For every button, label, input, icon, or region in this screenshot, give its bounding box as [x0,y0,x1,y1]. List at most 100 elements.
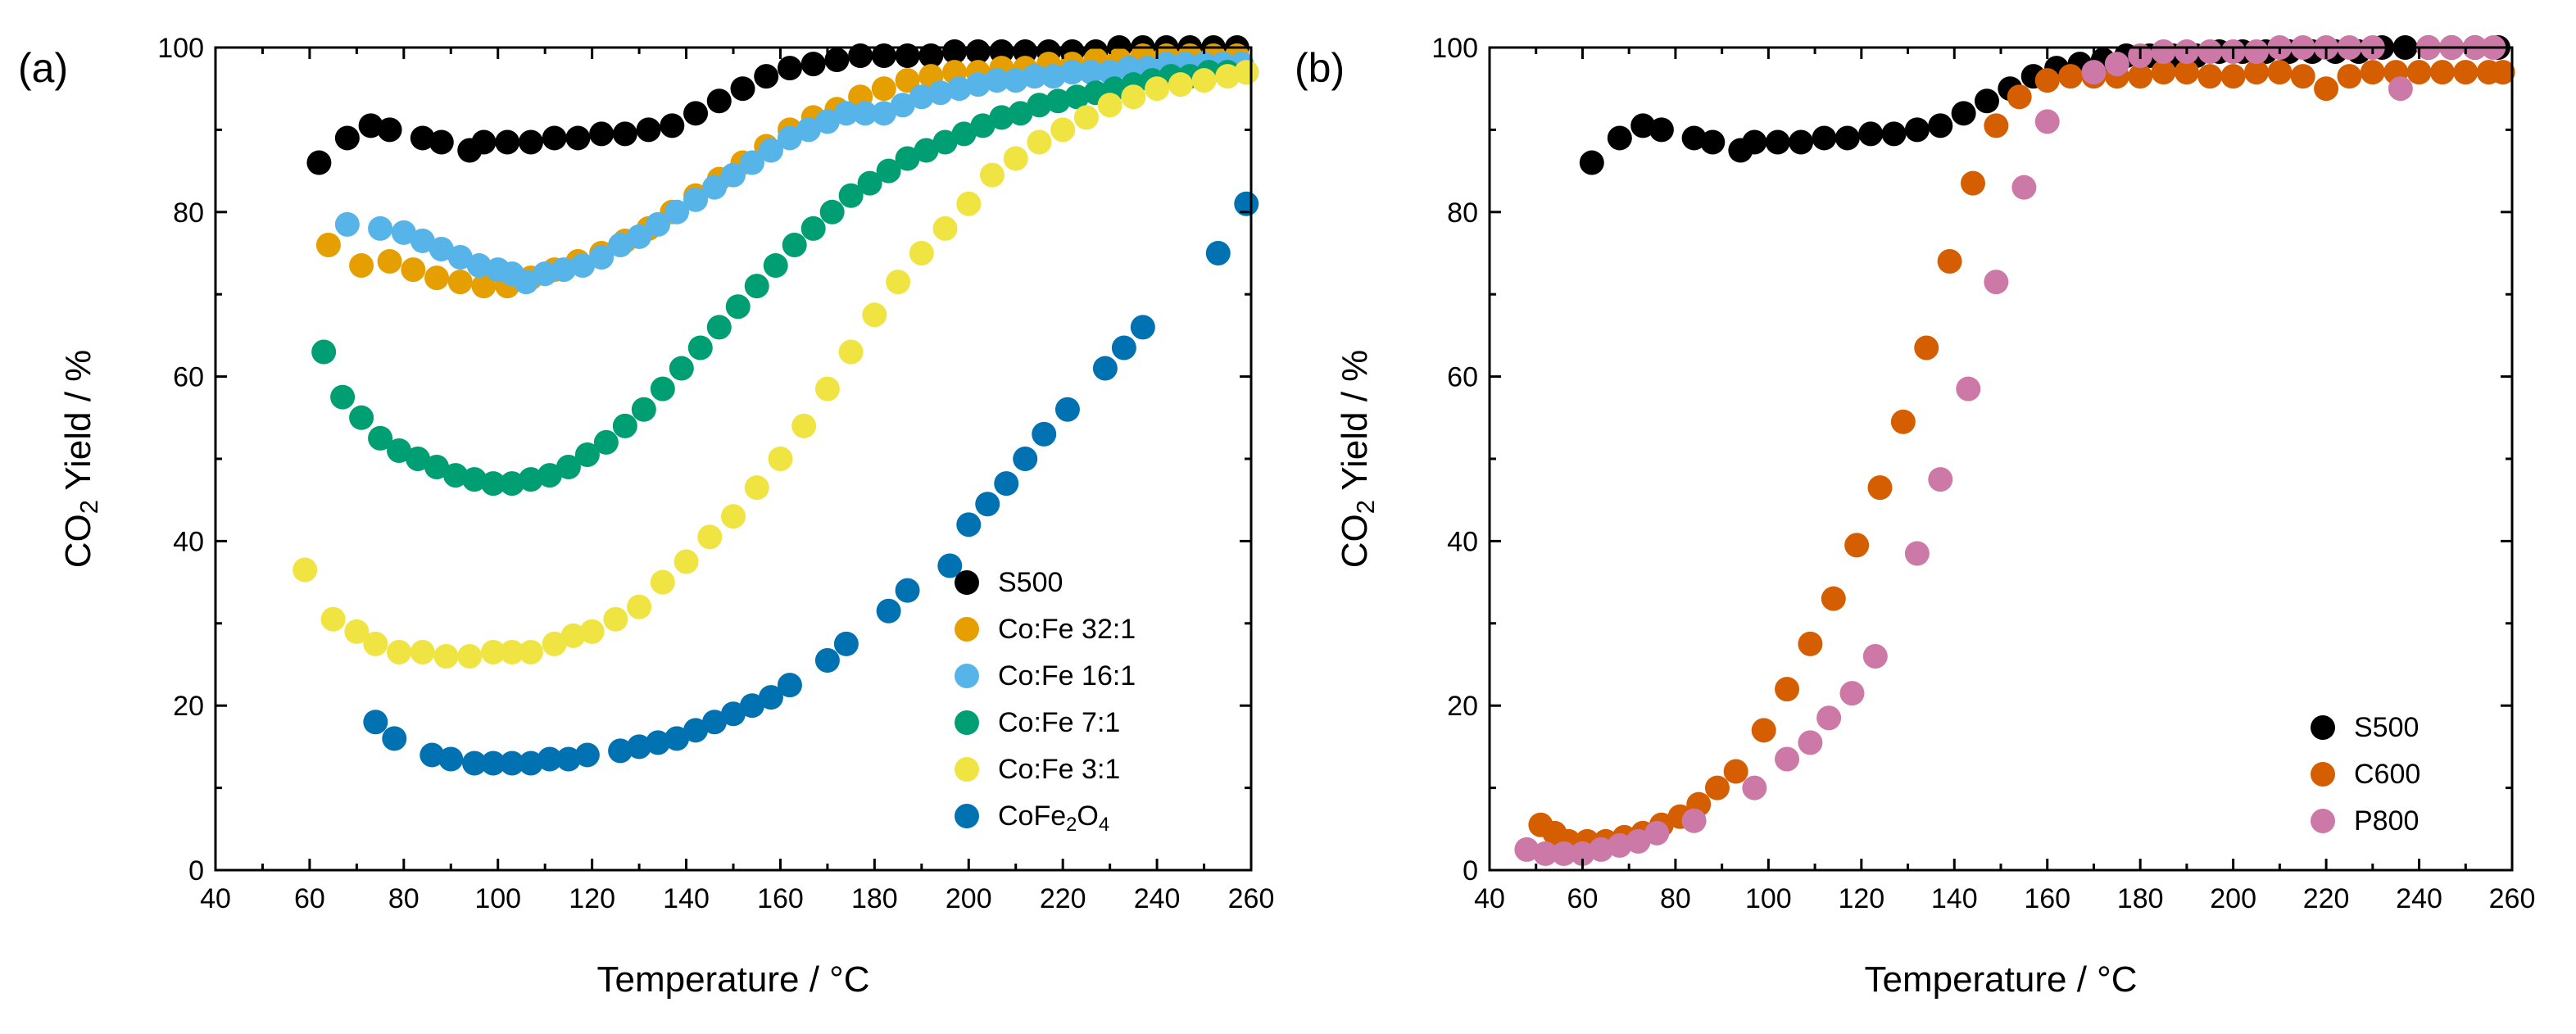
data-point [2128,64,2153,89]
y-tick-label: 80 [1447,197,1478,229]
y-tick-label: 40 [1447,526,1478,557]
data-point [927,80,953,106]
data-point [311,339,337,365]
legend-label: CoFe2O4 [998,800,1109,836]
data-point [1867,475,1893,501]
data-point [1078,60,1104,85]
data-point [1121,84,1146,110]
x-tick-label: 120 [1838,883,1884,914]
data-point [377,249,402,274]
data-point [2011,175,2037,200]
data-point [518,751,543,776]
x-tick-label: 180 [2117,883,2164,914]
data-point [2244,60,2269,85]
y-axis-label-rest: Yield / % [58,350,98,500]
data-point [721,162,746,188]
data-point [975,492,1000,517]
data-point [2151,60,2176,85]
data-point [349,253,374,279]
data-point [989,105,1014,130]
data-point [443,463,469,488]
data-point [895,43,920,69]
data-point [824,48,850,73]
data-point [932,129,958,155]
data-point [702,710,728,735]
data-point [951,121,977,147]
data-point [2081,60,2107,85]
y-tick-label: 0 [188,855,204,887]
data-point [537,463,562,488]
data-point [518,129,543,155]
data-point [1097,93,1122,118]
data-point [1812,125,1837,151]
data-point [994,471,1019,497]
data-point [1649,117,1674,143]
data-point [514,270,539,295]
y-axis-label-subscript: 2 [75,500,103,514]
legend-marker [955,664,979,688]
data-point [363,631,388,656]
data-point [574,442,600,467]
legend-label-subscript: 4 [1099,814,1109,836]
data-point [2429,60,2455,85]
data-point [721,504,746,529]
legend-marker [955,570,979,595]
data-point [819,199,845,224]
data-point [358,113,383,138]
series-CoFe2O4 [363,191,1259,776]
data-point [1984,113,2009,138]
data-point [410,228,435,253]
data-point [2388,76,2413,102]
data-point [1234,60,1259,85]
data-point [480,639,506,664]
data-point [518,639,543,664]
data-point [886,270,911,295]
data-point [1798,730,1823,755]
data-point [777,125,802,151]
data-point [2007,84,2032,110]
data-point [697,524,723,550]
data-point [706,88,732,114]
data-point [876,158,901,184]
legend-label: Co:Fe 16:1 [998,660,1136,692]
data-point [932,215,958,241]
data-point [1765,129,1790,155]
data-point [542,631,567,656]
x-tick-label: 100 [1745,883,1792,914]
data-point [646,211,671,237]
data-point [631,397,656,422]
data-point [466,253,492,279]
data-point [377,117,402,143]
data-point [429,236,454,261]
data-point [871,101,896,126]
data-point [406,447,431,471]
data-point [627,224,652,249]
data-point [2337,64,2362,89]
data-point [612,121,637,147]
data-point [965,39,991,65]
data-point [391,220,416,245]
x-tick-label: 60 [1567,883,1599,914]
data-point [433,643,459,669]
data-point [570,253,596,279]
legend-marker [955,710,979,735]
data-point [1974,88,1999,114]
x-tick-label: 120 [569,883,615,914]
data-point [334,211,360,237]
data-point [1579,150,1604,175]
data-point [909,84,934,110]
y-tick-label: 20 [1447,691,1478,722]
y-tick-label: 0 [1463,855,1478,887]
data-point [673,549,699,574]
data-point [909,241,934,265]
data-point [702,175,728,200]
data-point [533,261,558,287]
data-point [499,751,524,776]
data-point [937,553,963,578]
legend-marker [955,804,979,828]
x-tick-label: 260 [2489,883,2536,914]
x-tick-label: 200 [946,883,992,914]
legend-label: Co:Fe 32:1 [998,614,1136,645]
data-point [848,43,873,69]
data-point [551,257,577,283]
